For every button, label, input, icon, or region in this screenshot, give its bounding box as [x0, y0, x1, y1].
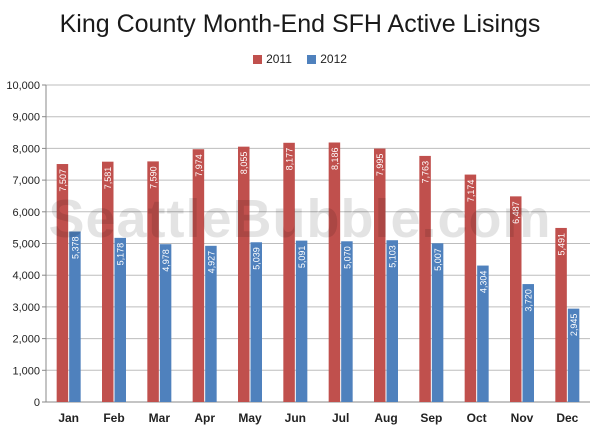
bar-2011-oct	[464, 174, 477, 402]
y-tick-label: 4,000	[12, 270, 40, 282]
data-label-2012-oct: 4,304	[478, 271, 488, 294]
x-tick-label: Feb	[103, 411, 124, 425]
x-tick-label: Apr	[194, 411, 215, 425]
bar-2011-sep	[419, 155, 431, 402]
data-label-2012-aug: 5,103	[388, 245, 398, 268]
legend: 2011 2012	[0, 52, 600, 66]
data-label-2011-aug: 7,995	[375, 154, 385, 177]
y-tick-label: 5,000	[12, 239, 40, 251]
data-label-2012-sep: 5,007	[433, 248, 443, 271]
y-tick-label: 7,000	[12, 175, 40, 187]
legend-label-2012: 2012	[320, 52, 347, 66]
chart-title: King County Month-End SFH Active Lisings	[59, 10, 541, 38]
legend-item-2011: 2011	[253, 52, 292, 66]
x-tick-label: Aug	[374, 411, 397, 425]
data-label-2011-sep: 7,763	[421, 161, 431, 184]
bar-2012-dec	[567, 308, 580, 402]
data-label-2012-jul: 5,070	[342, 246, 352, 269]
bar-2012-oct	[477, 265, 489, 402]
data-label-2011-mar: 7,590	[149, 166, 159, 189]
data-label-2012-nov: 3,720	[524, 289, 534, 312]
y-tick-label: 9,000	[12, 112, 40, 124]
bar-2012-nov	[522, 284, 534, 402]
data-label-2012-dec: 2,945	[569, 314, 579, 337]
x-tick-label: Jan	[58, 411, 79, 425]
bar-2011-mar	[147, 161, 159, 402]
bar-2011-may	[238, 146, 250, 402]
data-label-2012-may: 5,039	[252, 247, 262, 270]
data-label-2012-mar: 4,978	[161, 249, 171, 272]
legend-swatch-2011	[253, 55, 263, 64]
bar-2012-feb	[114, 237, 126, 402]
legend-item-2012: 2012	[307, 52, 347, 66]
data-label-2011-oct: 7,174	[466, 180, 476, 203]
data-label-2011-apr: 7,974	[194, 154, 204, 177]
data-label-2011-nov: 6,487	[511, 201, 521, 224]
x-tick-label: Dec	[556, 411, 578, 425]
data-label-2011-jun: 8,177	[285, 148, 295, 171]
bar-2012-jun	[295, 240, 308, 402]
x-tick-label: Sep	[420, 411, 442, 425]
bar-2012-aug	[386, 240, 398, 402]
bar-2011-apr	[192, 149, 205, 402]
y-tick-label: 10,000	[6, 80, 40, 92]
data-label-2011-jan: 7,507	[58, 169, 68, 192]
y-tick-label: 0	[34, 397, 40, 409]
y-tick-label: 8,000	[12, 143, 40, 155]
y-tick-label: 2,000	[12, 334, 40, 346]
x-tick-label: Oct	[467, 411, 487, 425]
bar-2012-apr	[205, 245, 217, 402]
bar-2012-jul	[341, 241, 353, 402]
data-label-2011-dec: 5,491	[557, 233, 567, 256]
x-tick-label: May	[238, 411, 262, 425]
x-tick-label: Nov	[511, 411, 534, 425]
x-tick-label: Jun	[285, 411, 306, 425]
bar-2011-nov	[510, 196, 522, 402]
x-tick-label: Jul	[332, 411, 349, 425]
bar-2012-mar	[159, 244, 172, 402]
data-label-2012-jun: 5,091	[297, 246, 307, 269]
legend-swatch-2012	[307, 55, 317, 64]
bar-2012-sep	[431, 243, 444, 402]
bar-2011-jun	[283, 142, 295, 402]
bar-2011-feb	[102, 161, 114, 402]
data-label-2012-feb: 5,178	[116, 243, 126, 266]
legend-label-2011: 2011	[266, 52, 292, 66]
bar-2011-aug	[374, 148, 386, 402]
y-tick-label: 3,000	[12, 302, 40, 314]
y-tick-label: 6,000	[12, 207, 40, 219]
data-label-2011-feb: 7,581	[103, 167, 113, 190]
bar-2011-dec	[555, 227, 567, 402]
x-tick-label: Mar	[149, 411, 171, 425]
data-label-2012-apr: 4,927	[206, 251, 216, 274]
data-label-2011-jul: 8,186	[330, 148, 340, 171]
data-label-2012-jan: 5,378	[70, 237, 80, 260]
bar-2011-jul	[328, 142, 341, 403]
bar-2012-jan	[69, 231, 81, 402]
bar-2012-may	[250, 242, 262, 402]
data-label-2011-may: 8,055	[239, 152, 249, 175]
y-tick-label: 1,000	[12, 365, 40, 377]
bar-2011-jan	[56, 164, 69, 402]
